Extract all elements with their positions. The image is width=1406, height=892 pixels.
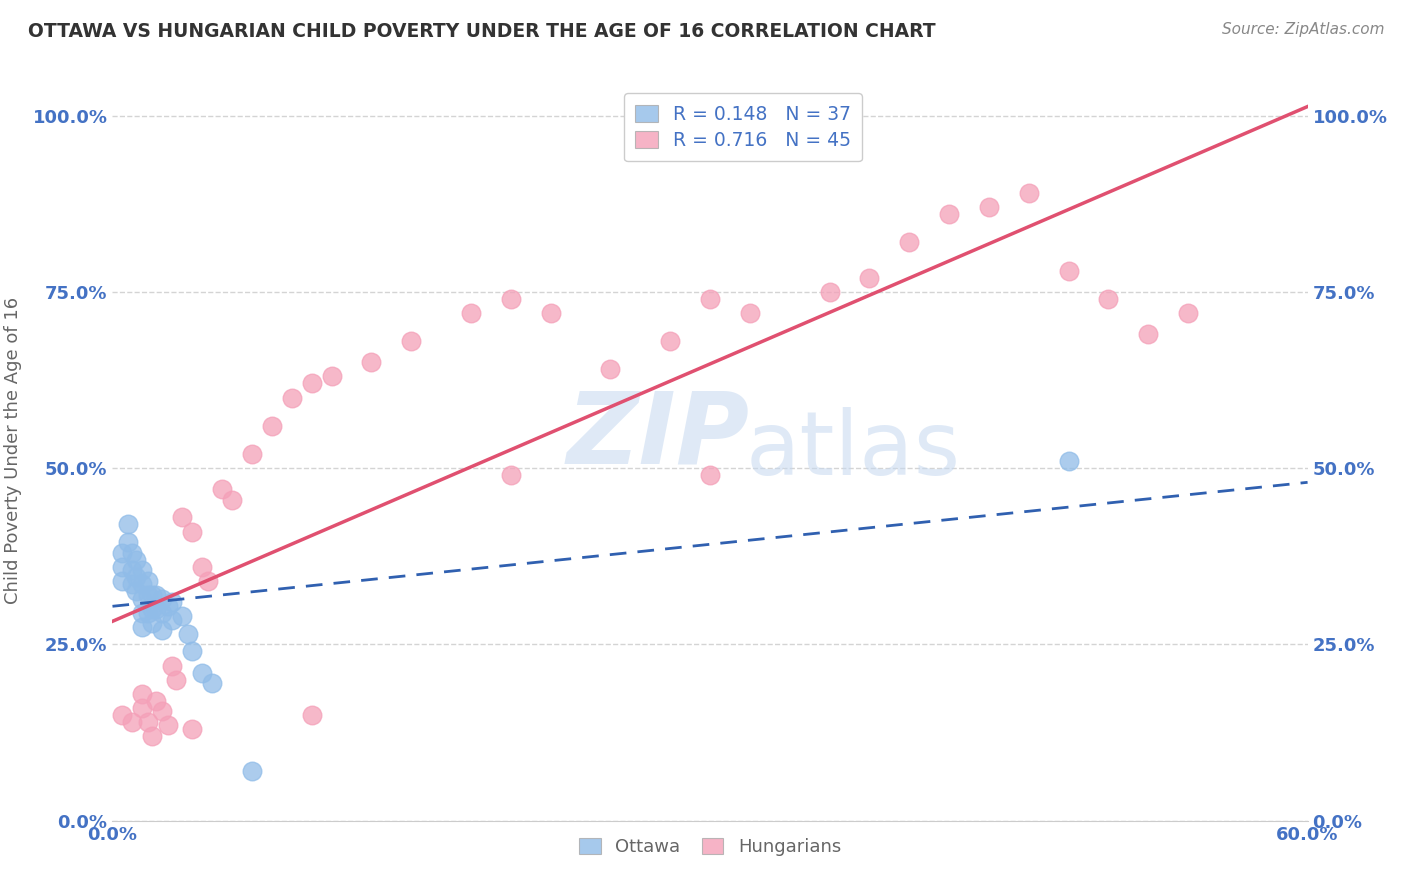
Point (1137, 327, 1160, 342)
Point (121, 546, 143, 560)
Point (141, 729, 163, 743)
Point (141, 616, 163, 631)
Point (818, 285, 841, 299)
Point (111, 574, 134, 588)
Point (1018, 186, 1040, 200)
Point (131, 591, 153, 606)
Point (240, 447, 263, 461)
Point (1177, 306, 1199, 320)
Point (301, 707, 323, 722)
Point (360, 355, 382, 369)
Point (111, 546, 134, 560)
Point (131, 687, 153, 701)
Point (145, 588, 167, 602)
Point (240, 764, 263, 779)
Point (460, 306, 482, 320)
Point (131, 606, 153, 620)
Point (131, 577, 153, 591)
Text: Source: ZipAtlas.com: Source: ZipAtlas.com (1222, 22, 1385, 37)
Point (321, 369, 343, 384)
Point (738, 306, 761, 320)
Point (172, 510, 194, 524)
Point (150, 704, 173, 718)
Point (150, 591, 173, 606)
Point (659, 334, 682, 348)
Y-axis label: Child Poverty Under the Age of 16: Child Poverty Under the Age of 16 (3, 297, 21, 604)
Point (191, 559, 214, 574)
Point (211, 482, 233, 496)
Point (162, 595, 183, 609)
Point (499, 468, 522, 483)
Point (138, 574, 160, 588)
Point (699, 468, 721, 483)
Point (699, 292, 721, 306)
Point (181, 524, 204, 539)
Point (977, 200, 1000, 214)
Point (599, 362, 621, 376)
Text: OTTAWA VS HUNGARIAN CHILD POVERTY UNDER THE AGE OF 16 CORRELATION CHART: OTTAWA VS HUNGARIAN CHILD POVERTY UNDER … (28, 22, 936, 41)
Point (162, 613, 183, 627)
Point (125, 553, 148, 567)
Point (165, 673, 187, 687)
Point (172, 609, 194, 624)
Point (201, 676, 224, 690)
Point (141, 602, 163, 616)
Point (499, 292, 522, 306)
Legend: Ottawa, Hungarians: Ottawa, Hungarians (572, 830, 848, 863)
Point (145, 694, 167, 708)
Point (125, 570, 148, 584)
Point (157, 599, 180, 613)
Point (125, 584, 148, 599)
Point (301, 376, 323, 391)
Point (540, 306, 562, 320)
Point (401, 334, 423, 348)
Point (138, 714, 160, 729)
Point (221, 492, 243, 507)
Point (131, 701, 153, 715)
Point (191, 665, 214, 680)
Point (938, 207, 960, 221)
Point (145, 602, 167, 616)
Point (131, 620, 153, 634)
Point (121, 714, 143, 729)
Point (138, 588, 160, 602)
Point (177, 627, 200, 641)
Point (111, 559, 134, 574)
Point (111, 707, 134, 722)
Text: atlas: atlas (747, 407, 962, 494)
Point (121, 563, 143, 577)
Point (1057, 454, 1080, 468)
Point (162, 658, 183, 673)
Point (181, 722, 204, 736)
Point (1057, 263, 1080, 277)
Text: ZIP: ZIP (567, 387, 749, 484)
Point (117, 517, 139, 532)
Point (197, 574, 219, 588)
Point (117, 535, 139, 549)
Point (157, 718, 180, 732)
Point (121, 577, 143, 591)
Point (131, 563, 153, 577)
Point (1097, 292, 1119, 306)
Point (260, 418, 283, 433)
Point (138, 606, 160, 620)
Point (898, 235, 921, 250)
Point (858, 270, 880, 285)
Point (150, 624, 173, 638)
Point (150, 606, 173, 620)
Point (281, 391, 304, 405)
Point (181, 644, 204, 658)
Point (141, 588, 163, 602)
